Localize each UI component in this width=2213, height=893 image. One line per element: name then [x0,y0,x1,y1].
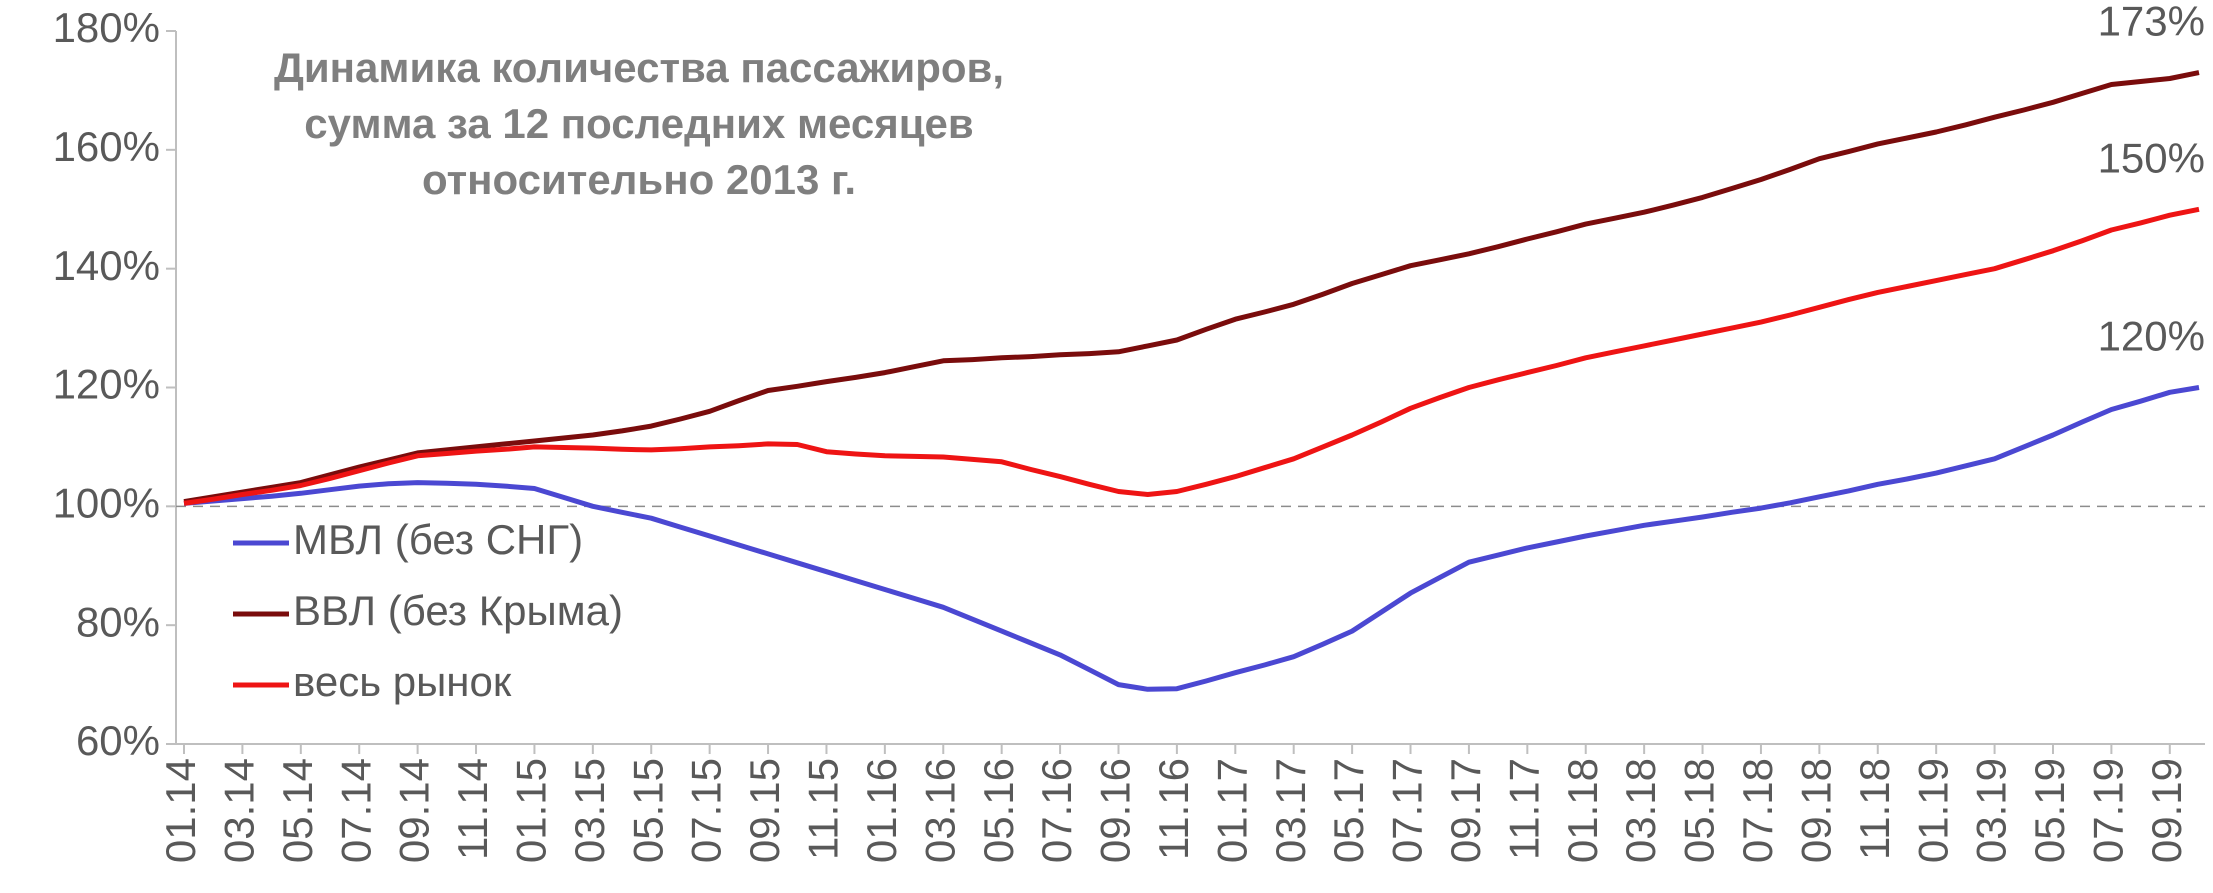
chart-title: относительно 2013 г. [422,156,856,203]
legend-label: весь рынок [293,658,512,705]
x-tick-label: 11.16 [1150,758,1197,860]
x-tick-label: 05.18 [1676,758,1723,863]
x-tick-label: 03.14 [215,758,262,863]
x-tick-label: 09.17 [1442,758,1489,863]
y-tick-label: 120% [53,361,160,408]
x-tick-label: 11.17 [1500,758,1547,860]
x-tick-label: 05.15 [624,758,671,863]
x-tick-label: 05.17 [1325,758,1372,863]
x-tick-label: 05.16 [975,758,1022,863]
series-line [183,70,2200,505]
x-tick-label: 03.17 [1267,758,1314,863]
value-label: 120% [2098,313,2205,360]
x-tick-label: 01.15 [508,758,555,863]
x-tick-label: 07.18 [1734,758,1781,863]
x-tick-label: 11.14 [449,758,496,860]
x-tick-label: 01.17 [1208,758,1255,863]
x-tick-label: 03.16 [916,758,963,863]
x-tick-label: 05.14 [274,758,321,863]
x-tick-label: 03.19 [1968,758,2015,863]
x-tick-label: 09.14 [391,758,438,863]
x-tick-label: 09.18 [1792,758,1839,863]
x-tick-label: 11.18 [1851,758,1898,860]
x-tick-label: 07.19 [2084,758,2131,863]
x-tick-label: 01.16 [858,758,905,863]
y-tick-label: 180% [53,4,160,51]
x-tick-label: 07.16 [1033,758,1080,863]
x-tick-label: 09.16 [1092,758,1139,863]
series-line [183,385,2200,692]
x-tick-label: 09.15 [741,758,788,863]
legend-label: ВВЛ (без Крыма) [293,587,623,634]
y-tick-label: 100% [53,479,160,526]
chart-title: сумма за 12 последних месяцев [304,100,973,147]
x-tick-label: 01.18 [1559,758,1606,863]
y-tick-label: 60% [76,717,160,764]
series-line [183,206,2200,506]
x-tick-label: 11.15 [800,758,847,860]
value-label: 173% [2098,0,2205,45]
x-tick-label: 07.15 [683,758,730,863]
y-tick-label: 80% [76,598,160,645]
x-tick-label: 03.18 [1617,758,1664,863]
y-tick-label: 160% [53,123,160,170]
legend-label: МВЛ (без СНГ) [293,516,583,563]
x-tick-label: 03.15 [566,758,613,863]
y-tick-label: 140% [53,242,160,289]
x-tick-label: 07.17 [1384,758,1431,863]
x-tick-label: 01.14 [157,758,204,863]
x-tick-label: 07.14 [332,758,379,863]
x-tick-label: 09.19 [2143,758,2190,863]
x-tick-label: 01.19 [1909,758,1956,863]
x-tick-label: 05.19 [2026,758,2073,863]
value-label: 150% [2098,134,2205,181]
chart-title: Динамика количества пассажиров, [274,44,1004,91]
